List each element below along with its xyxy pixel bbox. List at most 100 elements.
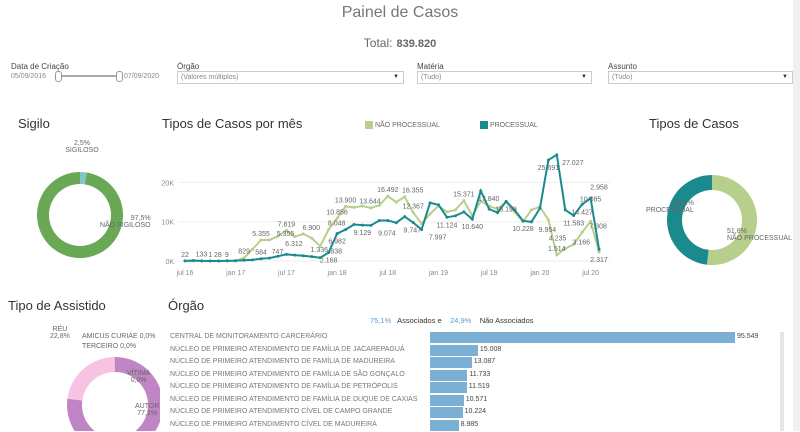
orgao-bar[interactable] <box>430 357 472 368</box>
data-point[interactable] <box>369 224 372 227</box>
terceiro-name: TERCEIRO <box>82 343 118 350</box>
assunto-dropdown[interactable]: (Tudo)▼ <box>608 71 793 84</box>
data-point[interactable] <box>344 228 347 231</box>
data-point[interactable] <box>302 254 305 257</box>
data-point[interactable] <box>555 153 558 156</box>
data-label: 8.048 <box>328 220 346 227</box>
data-point[interactable] <box>226 259 229 262</box>
data-point[interactable] <box>547 159 550 162</box>
legend-nao-processual[interactable]: NÃO PROCESSUAL <box>365 121 440 129</box>
data-point[interactable] <box>293 254 296 257</box>
orgao-row[interactable]: NÚCLEO DE PRIMEIRO ATENDIMENTO DE FAMÍLI… <box>170 344 800 357</box>
data-point[interactable] <box>454 214 457 217</box>
data-point[interactable] <box>555 254 558 257</box>
orgao-row[interactable]: NÚCLEO DE PRIMEIRO ATENDIMENTO CÍVEL DE … <box>170 406 800 419</box>
assistido-slice[interactable] <box>67 357 114 401</box>
data-point[interactable] <box>260 257 263 260</box>
data-point[interactable] <box>310 255 313 258</box>
nao-processual-name: NÃO PROCESSUAL <box>727 235 792 242</box>
data-point[interactable] <box>598 248 601 251</box>
data-point[interactable] <box>268 257 271 260</box>
data-point[interactable] <box>522 219 525 222</box>
association-summary: 75,1% Associados e 24,9% Não Associados <box>370 316 534 325</box>
orgao-bar[interactable] <box>430 382 467 393</box>
materia-dropdown[interactable]: (Tudo)▼ <box>417 71 592 84</box>
orgao-bar[interactable] <box>430 345 478 356</box>
processual-label: 48,2%PROCESSUAL <box>646 200 694 214</box>
data-point[interactable] <box>268 238 271 241</box>
data-label: 2.317 <box>590 257 608 264</box>
data-label: 25.691 <box>538 165 560 172</box>
data-point[interactable] <box>445 210 448 213</box>
orgao-row[interactable]: NÚCLEO DE PRIMEIRO ATENDIMENTO DE FAMÍLI… <box>170 369 800 382</box>
data-point[interactable] <box>412 211 415 214</box>
data-point[interactable] <box>530 208 533 211</box>
data-point[interactable] <box>488 208 491 211</box>
tipos-casos-slice[interactable] <box>707 175 757 265</box>
orgao-row[interactable]: NÚCLEO DE PRIMEIRO ATENDIMENTO DE FAMÍLI… <box>170 356 800 369</box>
orgao-bar[interactable] <box>430 370 467 381</box>
date-end-handle[interactable] <box>116 71 123 82</box>
orgao-row[interactable]: NÚCLEO DE PRIMEIRO ATENDIMENTO DE FAMÍLI… <box>170 381 800 394</box>
data-point[interactable] <box>386 195 389 198</box>
tipos-casos-slice[interactable] <box>667 175 712 265</box>
orgao-bar[interactable] <box>430 407 463 418</box>
data-point[interactable] <box>353 206 356 209</box>
orgao-scrollbar[interactable] <box>780 332 784 431</box>
orgao-bar[interactable] <box>430 420 459 431</box>
data-point[interactable] <box>386 219 389 222</box>
data-point[interactable] <box>327 228 330 231</box>
data-point[interactable] <box>361 224 364 227</box>
date-slider[interactable] <box>57 75 119 77</box>
data-label: 10.228 <box>512 226 534 233</box>
data-point[interactable] <box>209 259 212 262</box>
data-point[interactable] <box>412 221 415 224</box>
data-point[interactable] <box>353 223 356 226</box>
legend-processual[interactable]: PROCESSUAL <box>480 121 538 129</box>
data-point[interactable] <box>200 259 203 262</box>
date-start-handle[interactable] <box>55 71 62 82</box>
data-point[interactable] <box>395 201 398 204</box>
data-point[interactable] <box>285 253 288 256</box>
data-point[interactable] <box>251 248 254 251</box>
data-point[interactable] <box>437 203 440 206</box>
data-point[interactable] <box>378 219 381 222</box>
data-point[interactable] <box>564 208 567 211</box>
data-point[interactable] <box>530 220 533 223</box>
orgao-dropdown[interactable]: (Valores múltiplos)▼ <box>177 71 404 84</box>
data-point[interactable] <box>234 259 237 262</box>
data-point[interactable] <box>395 221 398 224</box>
data-point[interactable] <box>429 212 432 215</box>
data-point[interactable] <box>479 189 482 192</box>
data-point[interactable] <box>505 200 508 203</box>
data-point[interactable] <box>462 199 465 202</box>
data-point[interactable] <box>538 207 541 210</box>
data-point[interactable] <box>454 208 457 211</box>
data-point[interactable] <box>581 231 584 234</box>
data-point[interactable] <box>336 232 339 235</box>
data-point[interactable] <box>310 237 313 240</box>
data-point[interactable] <box>192 259 195 262</box>
data-point[interactable] <box>403 195 406 198</box>
data-point[interactable] <box>243 259 246 262</box>
x-tick-label: jul 19 <box>480 270 498 277</box>
orgao-bar[interactable] <box>430 395 464 406</box>
data-point[interactable] <box>403 215 406 218</box>
data-point[interactable] <box>429 201 432 204</box>
data-point[interactable] <box>302 232 305 235</box>
data-point[interactable] <box>462 210 465 213</box>
data-point[interactable] <box>344 205 347 208</box>
orgao-bar[interactable] <box>430 332 735 343</box>
orgao-value: 10.571 <box>466 396 487 403</box>
data-point[interactable] <box>445 216 448 219</box>
orgao-row[interactable]: NÚCLEO DE PRIMEIRO ATENDIMENTO DE FAMÍLI… <box>170 394 800 407</box>
data-point[interactable] <box>184 259 187 262</box>
data-point[interactable] <box>471 218 474 221</box>
data-point[interactable] <box>217 259 220 262</box>
data-point[interactable] <box>369 206 372 209</box>
orgao-row[interactable]: NÚCLEO DE PRIMEIRO ATENDIMENTO CÍVEL DE … <box>170 419 800 432</box>
data-point[interactable] <box>251 258 254 261</box>
data-point[interactable] <box>547 218 550 221</box>
data-point[interactable] <box>260 238 263 241</box>
